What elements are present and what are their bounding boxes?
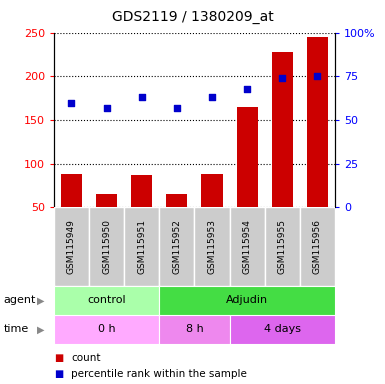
Text: control: control [87, 295, 126, 306]
Text: Adjudin: Adjudin [226, 295, 268, 306]
Text: count: count [71, 353, 101, 363]
Bar [89, 207, 124, 286]
Text: GDS2119 / 1380209_at: GDS2119 / 1380209_at [112, 10, 273, 24]
Text: ■: ■ [54, 369, 63, 379]
Text: percentile rank within the sample: percentile rank within the sample [71, 369, 247, 379]
Bar [166, 194, 187, 207]
Point [244, 86, 250, 92]
Bar [54, 286, 159, 315]
Bar [54, 207, 89, 286]
Bar [236, 107, 258, 207]
Text: GSM115953: GSM115953 [208, 219, 216, 274]
Point [174, 105, 180, 111]
Text: agent: agent [4, 295, 36, 306]
Point [209, 94, 215, 100]
Bar [159, 315, 229, 344]
Bar [61, 174, 82, 207]
Bar [300, 207, 335, 286]
Text: GSM115956: GSM115956 [313, 219, 322, 274]
Bar [229, 207, 265, 286]
Text: GSM115949: GSM115949 [67, 219, 76, 274]
Point [104, 105, 110, 111]
Text: ▶: ▶ [37, 295, 44, 306]
Point [279, 75, 285, 81]
Text: ■: ■ [54, 353, 63, 363]
Point [139, 94, 145, 100]
Point [314, 73, 320, 79]
Bar [131, 175, 152, 207]
Text: GSM115955: GSM115955 [278, 219, 287, 274]
Bar [194, 207, 229, 286]
Text: time: time [4, 324, 29, 334]
Bar [96, 194, 117, 207]
Bar [54, 315, 159, 344]
Bar [159, 207, 194, 286]
Bar [229, 315, 335, 344]
Text: ▶: ▶ [37, 324, 44, 334]
Text: GSM115954: GSM115954 [243, 219, 252, 274]
Text: 4 days: 4 days [264, 324, 301, 334]
Text: GSM115950: GSM115950 [102, 219, 111, 274]
Bar [272, 52, 293, 207]
Text: 0 h: 0 h [98, 324, 116, 334]
Bar [264, 207, 300, 286]
Text: GSM115951: GSM115951 [137, 219, 146, 274]
Bar [159, 286, 335, 315]
Point [69, 99, 75, 106]
Bar [307, 37, 328, 207]
Bar [201, 174, 223, 207]
Bar [124, 207, 159, 286]
Text: 8 h: 8 h [186, 324, 203, 334]
Text: GSM115952: GSM115952 [172, 219, 181, 274]
